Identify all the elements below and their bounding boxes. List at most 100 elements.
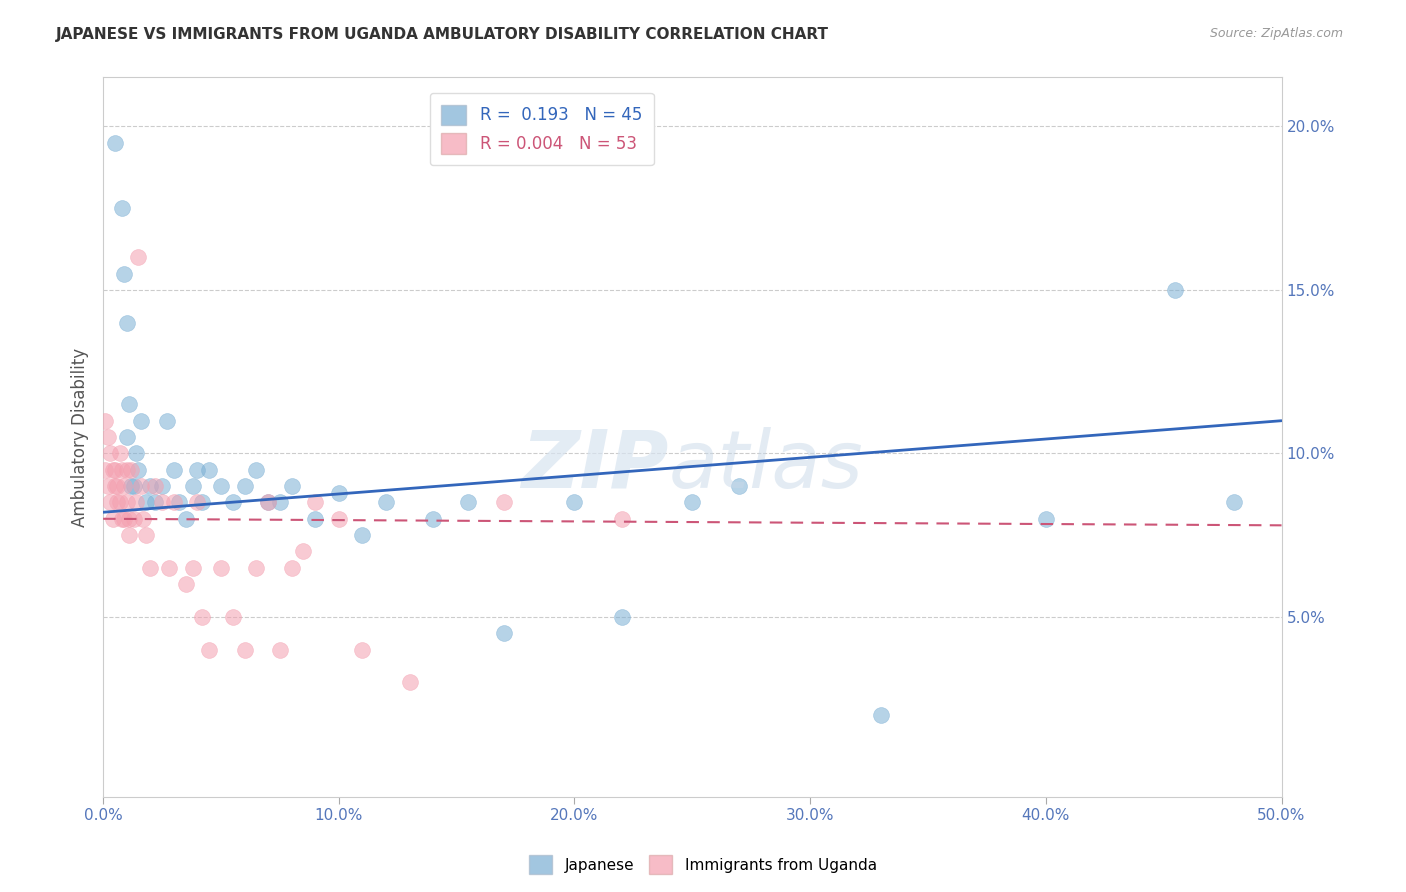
Point <box>1223 495 1246 509</box>
Point <box>104 479 127 493</box>
Point <box>105 495 128 509</box>
Point <box>120 463 142 477</box>
Point <box>98 446 121 460</box>
Point <box>97 430 120 444</box>
Point <box>728 479 751 493</box>
Point <box>157 561 180 575</box>
Point <box>191 495 214 509</box>
Point <box>135 495 157 509</box>
Point <box>245 561 267 575</box>
Point <box>115 495 138 509</box>
Point <box>108 495 131 509</box>
Point <box>209 479 232 493</box>
Point <box>257 495 280 509</box>
Text: JAPANESE VS IMMIGRANTS FROM UGANDA AMBULATORY DISABILITY CORRELATION CHART: JAPANESE VS IMMIGRANTS FROM UGANDA AMBUL… <box>56 27 830 42</box>
Point <box>198 642 221 657</box>
Point <box>610 610 633 624</box>
Point <box>328 485 350 500</box>
Point <box>233 479 256 493</box>
Point <box>112 267 135 281</box>
Point <box>98 495 121 509</box>
Point <box>492 626 515 640</box>
Point <box>352 528 374 542</box>
Point <box>150 479 173 493</box>
Point <box>139 479 162 493</box>
Point <box>163 495 186 509</box>
Point <box>610 512 633 526</box>
Text: Source: ZipAtlas.com: Source: ZipAtlas.com <box>1209 27 1343 40</box>
Point <box>156 414 179 428</box>
Point <box>125 446 148 460</box>
Point <box>681 495 703 509</box>
Point <box>181 479 204 493</box>
Point <box>115 316 138 330</box>
Y-axis label: Ambulatory Disability: Ambulatory Disability <box>72 348 89 526</box>
Point <box>233 642 256 657</box>
Point <box>94 463 117 477</box>
Point <box>127 250 149 264</box>
Point <box>292 544 315 558</box>
Point <box>174 577 197 591</box>
Legend: Japanese, Immigrants from Uganda: Japanese, Immigrants from Uganda <box>523 849 883 880</box>
Point <box>104 136 127 150</box>
Point <box>112 479 135 493</box>
Point <box>209 561 232 575</box>
Point <box>112 512 135 526</box>
Point <box>120 479 142 493</box>
Point <box>269 495 291 509</box>
Point <box>222 495 245 509</box>
Point <box>198 463 221 477</box>
Point <box>1035 512 1057 526</box>
Point <box>222 610 245 624</box>
Point <box>181 561 204 575</box>
Point <box>115 430 138 444</box>
Point <box>457 495 479 509</box>
Point <box>101 463 124 477</box>
Point <box>132 512 155 526</box>
Text: ZIP: ZIP <box>522 427 669 505</box>
Point <box>280 479 302 493</box>
Text: atlas: atlas <box>669 427 863 505</box>
Point <box>143 495 166 509</box>
Point <box>150 495 173 509</box>
Point <box>105 479 128 493</box>
Point <box>97 479 120 493</box>
Point <box>122 512 145 526</box>
Point <box>104 463 127 477</box>
Point <box>564 495 586 509</box>
Point <box>257 495 280 509</box>
Point <box>118 512 141 526</box>
Point <box>492 495 515 509</box>
Point <box>304 495 326 509</box>
Point <box>186 495 208 509</box>
Point <box>398 675 420 690</box>
Point <box>115 463 138 477</box>
Point <box>870 708 893 723</box>
Point <box>191 610 214 624</box>
Point <box>280 561 302 575</box>
Point <box>118 528 141 542</box>
Point <box>186 463 208 477</box>
Point <box>111 512 134 526</box>
Point <box>1164 283 1187 297</box>
Point <box>129 414 152 428</box>
Point <box>352 642 374 657</box>
Point <box>94 414 117 428</box>
Point <box>167 495 190 509</box>
Point <box>143 479 166 493</box>
Point <box>111 463 134 477</box>
Point <box>245 463 267 477</box>
Point <box>125 495 148 509</box>
Point <box>111 201 134 215</box>
Point <box>129 479 152 493</box>
Point <box>328 512 350 526</box>
Point <box>304 512 326 526</box>
Point <box>118 397 141 411</box>
Point <box>135 528 157 542</box>
Point <box>122 479 145 493</box>
Point <box>269 642 291 657</box>
Point <box>374 495 396 509</box>
Point <box>163 463 186 477</box>
Point <box>108 446 131 460</box>
Point <box>174 512 197 526</box>
